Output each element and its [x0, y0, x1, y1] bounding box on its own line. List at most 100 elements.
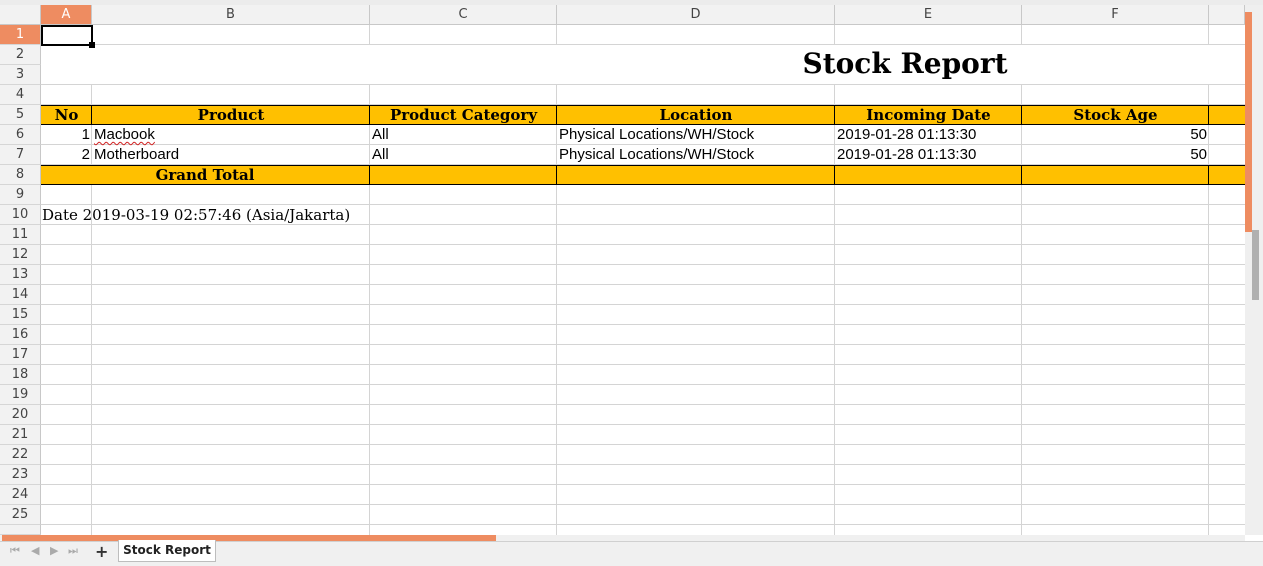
- row-header-24[interactable]: 24: [0, 485, 41, 505]
- cell-no[interactable]: 2: [81, 146, 90, 163]
- grid-line: [41, 244, 1245, 245]
- selected-cell-a1[interactable]: [41, 25, 93, 46]
- row-header-5[interactable]: 5: [0, 105, 41, 125]
- row-header-4[interactable]: 4: [0, 85, 41, 105]
- row-header-19[interactable]: 19: [0, 385, 41, 405]
- vertical-scrollbar-handle[interactable]: [1252, 230, 1259, 300]
- grand-total-label[interactable]: Grand Total: [155, 166, 255, 184]
- row-header-12[interactable]: 12: [0, 245, 41, 265]
- row-header-14[interactable]: 14: [0, 285, 41, 305]
- horizontal-scrollbar-thumb[interactable]: [2, 535, 496, 541]
- header-divider: [834, 105, 835, 125]
- column-header-g[interactable]: [1209, 5, 1245, 25]
- row-header-13[interactable]: 13: [0, 265, 41, 285]
- row-header-18[interactable]: 18: [0, 365, 41, 385]
- report-date[interactable]: Date 2019-03-19 02:57:46 (Asia/Jakarta): [42, 206, 351, 224]
- column-header-c[interactable]: C: [370, 5, 557, 25]
- header-incoming-date[interactable]: Incoming Date: [866, 106, 991, 124]
- row-header-17[interactable]: 17: [0, 345, 41, 365]
- header-no[interactable]: No: [54, 106, 79, 124]
- grid-line: [41, 104, 1245, 105]
- cell-stock-age[interactable]: 50: [1190, 126, 1207, 143]
- row-header-6[interactable]: 6: [0, 125, 41, 145]
- grid-line: [41, 224, 1245, 225]
- cell-product[interactable]: Motherboard: [94, 146, 180, 163]
- grid-line: [41, 264, 1245, 265]
- row-header-25[interactable]: 25: [0, 505, 41, 525]
- row-header-16[interactable]: 16: [0, 325, 41, 345]
- total-divider: [369, 165, 370, 185]
- row-header-21[interactable]: 21: [0, 425, 41, 445]
- cell-no[interactable]: 1: [81, 126, 90, 143]
- header-location[interactable]: Location: [659, 106, 733, 124]
- last-sheet-icon[interactable]: ⏭: [68, 544, 78, 557]
- cell-incoming-date[interactable]: 2019-01-28 01:13:30: [837, 146, 977, 163]
- header-stock-age[interactable]: Stock Age: [1073, 106, 1158, 124]
- column-header-d[interactable]: D: [557, 5, 835, 25]
- grid-line: [41, 344, 1245, 345]
- header-divider: [91, 105, 92, 125]
- cell-category[interactable]: All: [372, 146, 389, 163]
- prev-sheet-icon[interactable]: ◀: [31, 544, 40, 557]
- row-header-2[interactable]: 2: [0, 45, 41, 65]
- row-header-23[interactable]: 23: [0, 465, 41, 485]
- grid-line: [834, 25, 835, 535]
- column-header-e[interactable]: E: [835, 5, 1022, 25]
- row-header-10[interactable]: 10: [0, 205, 41, 225]
- column-header-a[interactable]: A: [41, 5, 92, 25]
- header-divider: [369, 105, 370, 125]
- cell-location[interactable]: Physical Locations/WH/Stock: [559, 146, 755, 163]
- select-all-corner[interactable]: [0, 5, 41, 25]
- header-product-category[interactable]: Product Category: [389, 106, 538, 124]
- header-divider: [1021, 105, 1022, 125]
- header-product[interactable]: Product: [197, 106, 265, 124]
- fill-handle[interactable]: [89, 42, 95, 48]
- total-divider: [1021, 165, 1022, 185]
- product-text: Macbook: [94, 126, 155, 143]
- row-header-15[interactable]: 15: [0, 305, 41, 325]
- grid-line: [41, 44, 1245, 45]
- horizontal-scrollbar[interactable]: [0, 535, 1245, 541]
- title-merged-cell[interactable]: [41, 45, 1245, 84]
- cell-incoming-date[interactable]: 2019-01-28 01:13:30: [837, 126, 977, 143]
- next-sheet-icon[interactable]: ▶: [50, 544, 59, 557]
- row-header-3[interactable]: 3: [0, 65, 41, 85]
- grid-line: [1208, 25, 1209, 535]
- vertical-scrollbar-thumb[interactable]: [1245, 12, 1252, 232]
- cell-location[interactable]: Physical Locations/WH/Stock: [559, 126, 755, 143]
- grid-line: [41, 524, 1245, 525]
- total-divider: [1208, 165, 1209, 185]
- header-divider: [556, 105, 557, 125]
- row-header-11[interactable]: 11: [0, 225, 41, 245]
- grid-line: [41, 324, 1245, 325]
- grid-line: [41, 284, 1245, 285]
- row-header-7[interactable]: 7: [0, 145, 41, 165]
- grid-line: [41, 84, 1245, 85]
- total-divider: [556, 165, 557, 185]
- grid-line: [91, 25, 92, 535]
- plus-icon[interactable]: +: [95, 542, 109, 561]
- grid-line: [41, 304, 1245, 305]
- column-header-f[interactable]: F: [1022, 5, 1209, 25]
- cell-product[interactable]: Macbook: [92, 125, 370, 145]
- grid-line: [556, 25, 557, 535]
- row-header-9[interactable]: 9: [0, 185, 41, 205]
- sheet-tab-stock-report[interactable]: Stock Report: [118, 540, 216, 562]
- header-divider: [1208, 105, 1209, 125]
- row-header-22[interactable]: 22: [0, 445, 41, 465]
- grid-line: [41, 444, 1245, 445]
- grid-line: [41, 404, 1245, 405]
- cell-category[interactable]: All: [372, 126, 389, 143]
- grid-line: [41, 424, 1245, 425]
- grid-line: [41, 464, 1245, 465]
- column-header-b[interactable]: B: [92, 5, 370, 25]
- cell-stock-age[interactable]: 50: [1190, 146, 1207, 163]
- grid-line: [41, 144, 1245, 145]
- first-sheet-icon[interactable]: ⏮: [10, 544, 20, 557]
- row-header-partial[interactable]: [0, 525, 41, 535]
- row-header-20[interactable]: 20: [0, 405, 41, 425]
- row-header-1[interactable]: 1: [0, 25, 41, 45]
- grid-line: [369, 25, 370, 535]
- grid-line: [41, 204, 1245, 205]
- row-header-8[interactable]: 8: [0, 165, 41, 185]
